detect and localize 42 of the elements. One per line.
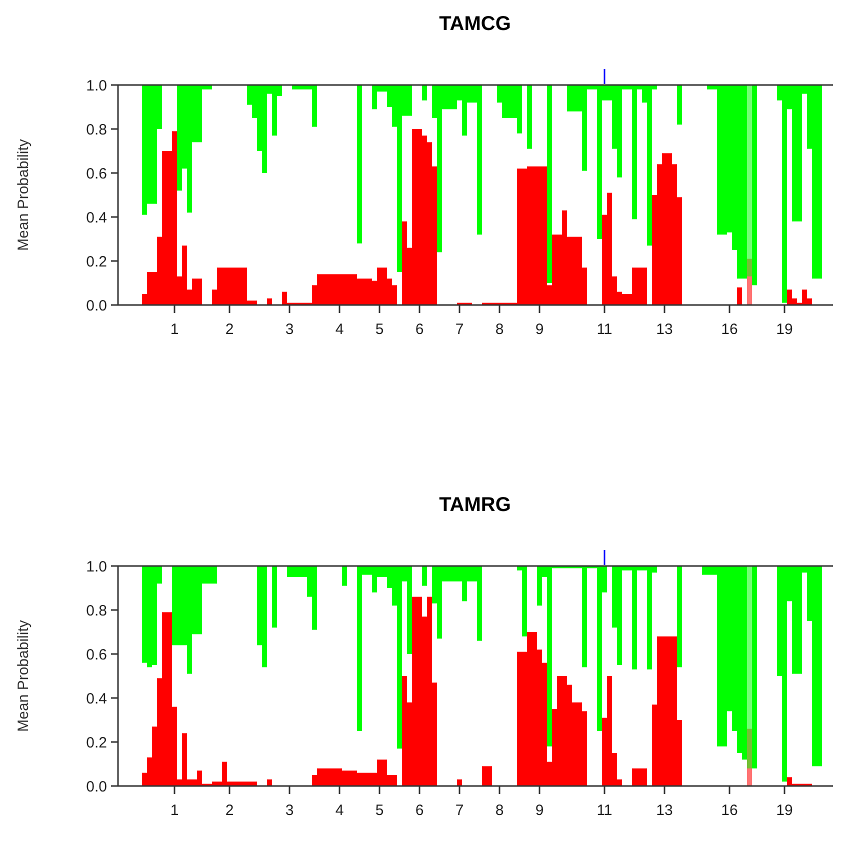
x-tick-label: 1 xyxy=(170,802,179,819)
y-tick-label: 0.8 xyxy=(86,602,107,620)
y-tick-label: 1.0 xyxy=(86,77,107,94)
x-tick-label: 1 xyxy=(170,321,179,338)
x-tick-label: 9 xyxy=(535,802,544,819)
x-tick-label: 13 xyxy=(656,321,673,338)
x-tick-label: 2 xyxy=(225,802,234,819)
y-tick-label: 0.2 xyxy=(86,253,107,270)
y-tick-label: 0.4 xyxy=(86,690,107,708)
x-tick-label: 2 xyxy=(225,321,234,338)
x-tick-label: 5 xyxy=(375,802,384,819)
x-tick-label: 11 xyxy=(596,802,612,819)
y-tick-label: 0.4 xyxy=(86,209,107,226)
x-tick-label: 11 xyxy=(596,321,612,338)
x-tick-label: 19 xyxy=(776,802,793,819)
y-axis-title: Mean Probability xyxy=(15,620,32,732)
x-tick-label: 4 xyxy=(335,321,344,338)
x-tick-label: 8 xyxy=(495,802,504,819)
x-tick-label: 19 xyxy=(776,321,793,338)
x-tick-label: 16 xyxy=(721,321,738,338)
x-tick-label: 7 xyxy=(455,321,464,338)
chart-title: TAMRG xyxy=(439,494,511,516)
y-axis-title: Mean Probability xyxy=(15,138,32,251)
x-tick-label: 4 xyxy=(335,802,344,819)
x-tick-label: 5 xyxy=(375,321,384,338)
y-tick-label: 0.6 xyxy=(86,165,107,182)
x-tick-label: 16 xyxy=(721,802,738,819)
y-tick-label: 1.0 xyxy=(86,558,107,576)
x-tick-label: 6 xyxy=(415,321,424,338)
y-tick-label: 0.0 xyxy=(86,297,107,314)
x-tick-label: 6 xyxy=(415,802,424,819)
y-tick-label: 0.6 xyxy=(86,646,107,664)
x-tick-label: 13 xyxy=(656,802,673,819)
x-tick-label: 3 xyxy=(285,321,294,338)
x-tick-label: 7 xyxy=(455,802,464,819)
x-tick-label: 3 xyxy=(285,802,294,819)
y-tick-label: 0.2 xyxy=(86,734,107,752)
chart-title: TAMCG xyxy=(439,13,511,35)
x-tick-label: 9 xyxy=(535,321,544,338)
y-tick-label: 0.8 xyxy=(86,121,107,138)
x-tick-label: 8 xyxy=(495,321,504,338)
y-tick-label: 0.0 xyxy=(86,778,107,796)
